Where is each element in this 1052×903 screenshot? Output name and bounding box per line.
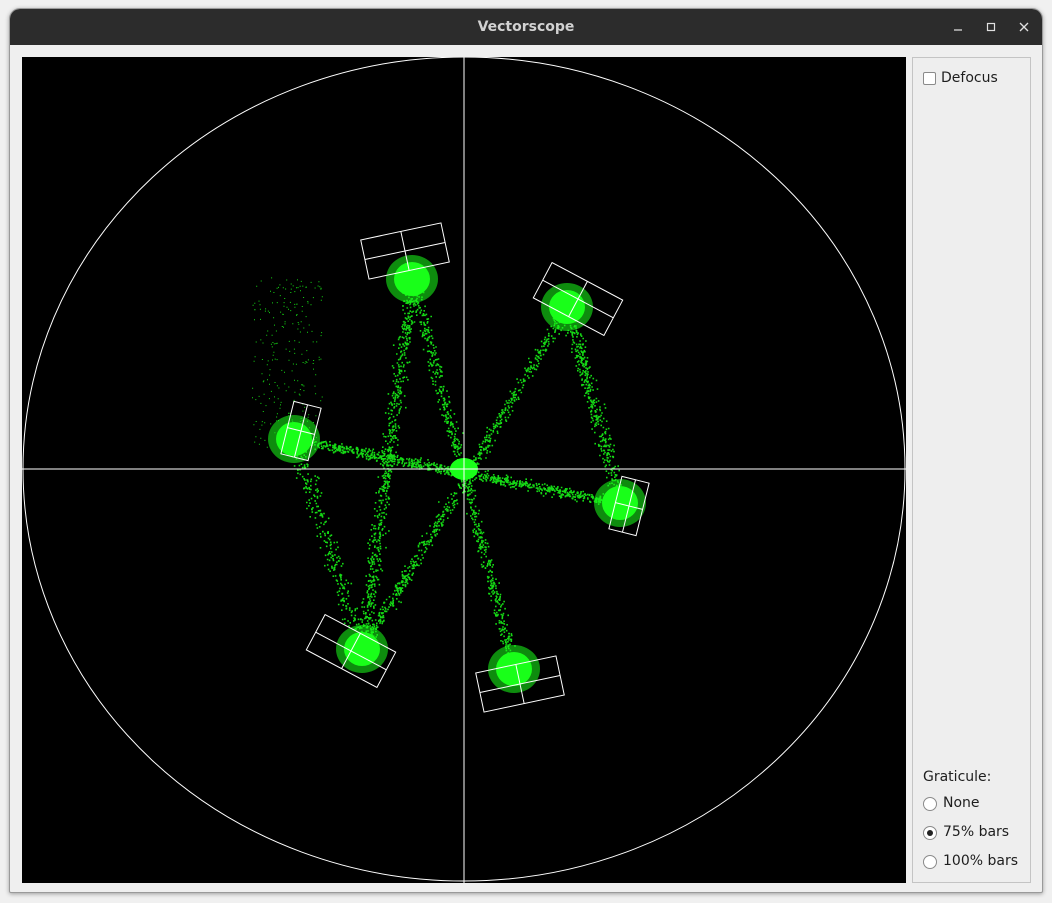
window-title: Vectorscope <box>477 19 575 35</box>
graticule-none-radio[interactable] <box>923 797 937 811</box>
vectorscope-canvas <box>22 57 906 883</box>
maximize-button[interactable] <box>981 17 1001 37</box>
trace-blob <box>394 262 430 296</box>
minimize-icon <box>954 29 962 31</box>
vectorscope-display <box>22 57 906 883</box>
trace-blob <box>276 422 312 456</box>
trace-blob <box>496 652 532 686</box>
defocus-label[interactable]: Defocus <box>941 70 998 86</box>
graticule-100-label[interactable]: 100% bars <box>943 853 1018 869</box>
graticule-100-radio[interactable] <box>923 855 937 869</box>
graticule-75-radio[interactable] <box>923 826 937 840</box>
graticule-overlay <box>22 57 906 883</box>
minimize-button[interactable] <box>948 17 968 37</box>
trace-scatter <box>252 273 627 672</box>
defocus-checkbox[interactable] <box>923 72 936 85</box>
vectorscope-window: Vectorscope Defocus Graticule: None 75% … <box>9 8 1043 893</box>
graticule-none-label[interactable]: None <box>943 795 980 811</box>
graticule-75-label[interactable]: 75% bars <box>943 824 1010 840</box>
controls-panel: Defocus Graticule: None 75% bars 100% ba… <box>912 57 1031 883</box>
trace-blob <box>602 486 638 520</box>
graticule-label: Graticule: <box>923 769 992 785</box>
vector-trace <box>252 255 646 693</box>
target-box <box>532 261 624 337</box>
target-box <box>305 613 397 689</box>
close-icon <box>1019 22 1029 32</box>
target-box <box>360 222 450 280</box>
maximize-icon <box>986 22 996 32</box>
title-bar[interactable]: Vectorscope <box>10 9 1042 45</box>
close-button[interactable] <box>1014 17 1034 37</box>
target-box <box>608 475 650 537</box>
target-box <box>475 655 565 713</box>
trace-blob <box>344 632 380 666</box>
target-box <box>280 400 322 462</box>
